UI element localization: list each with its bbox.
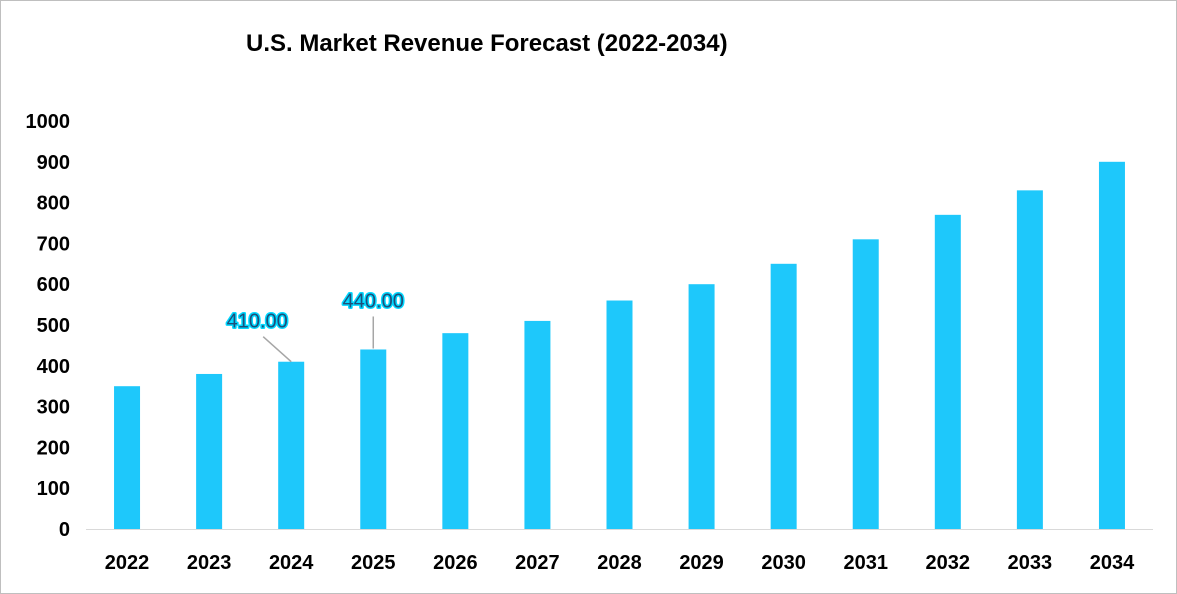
bar	[442, 333, 469, 529]
bar	[360, 349, 387, 529]
x-tick-label: 2033	[1008, 552, 1053, 574]
x-tick-label: 2027	[515, 552, 560, 574]
y-tick-label: 500	[37, 315, 70, 337]
bar	[770, 263, 797, 529]
y-tick-label: 300	[37, 397, 70, 419]
bar	[278, 361, 305, 529]
bar	[688, 284, 715, 529]
leader-line	[262, 336, 292, 363]
bar	[1016, 190, 1043, 530]
y-tick-label: 200	[37, 437, 70, 459]
y-tick-label: 800	[37, 193, 70, 215]
bar	[852, 239, 879, 529]
x-tick-label: 2028	[597, 552, 642, 574]
x-tick-label: 2024	[269, 552, 314, 574]
y-tick-label: 1000	[26, 111, 71, 133]
chart-title: U.S. Market Revenue Forecast (2022-2034)	[246, 30, 728, 57]
data-label: 440.00	[343, 290, 404, 312]
x-tick-label: 2030	[761, 552, 806, 574]
bar	[114, 386, 141, 529]
y-tick-label: 400	[37, 356, 70, 378]
x-tick-label: 2022	[105, 552, 150, 574]
x-tick-label: 2025	[351, 552, 396, 574]
x-tick-label: 2026	[433, 552, 478, 574]
y-tick-label: 900	[37, 152, 70, 174]
x-tick-label: 2023	[187, 552, 232, 574]
bar	[606, 300, 633, 529]
bar	[524, 320, 551, 529]
y-tick-label: 600	[37, 274, 70, 296]
bar	[196, 373, 223, 529]
x-tick-label: 2034	[1090, 552, 1135, 574]
y-tick-label: 100	[37, 478, 70, 500]
x-tick-label: 2032	[926, 552, 971, 574]
x-tick-label: 2029	[679, 552, 724, 574]
y-tick-label: 0	[59, 519, 70, 541]
y-tick-label: 700	[37, 233, 70, 255]
bar	[934, 214, 961, 529]
x-tick-label: 2031	[843, 552, 888, 574]
bar	[1098, 161, 1125, 530]
data-label: 410.00	[227, 311, 288, 333]
